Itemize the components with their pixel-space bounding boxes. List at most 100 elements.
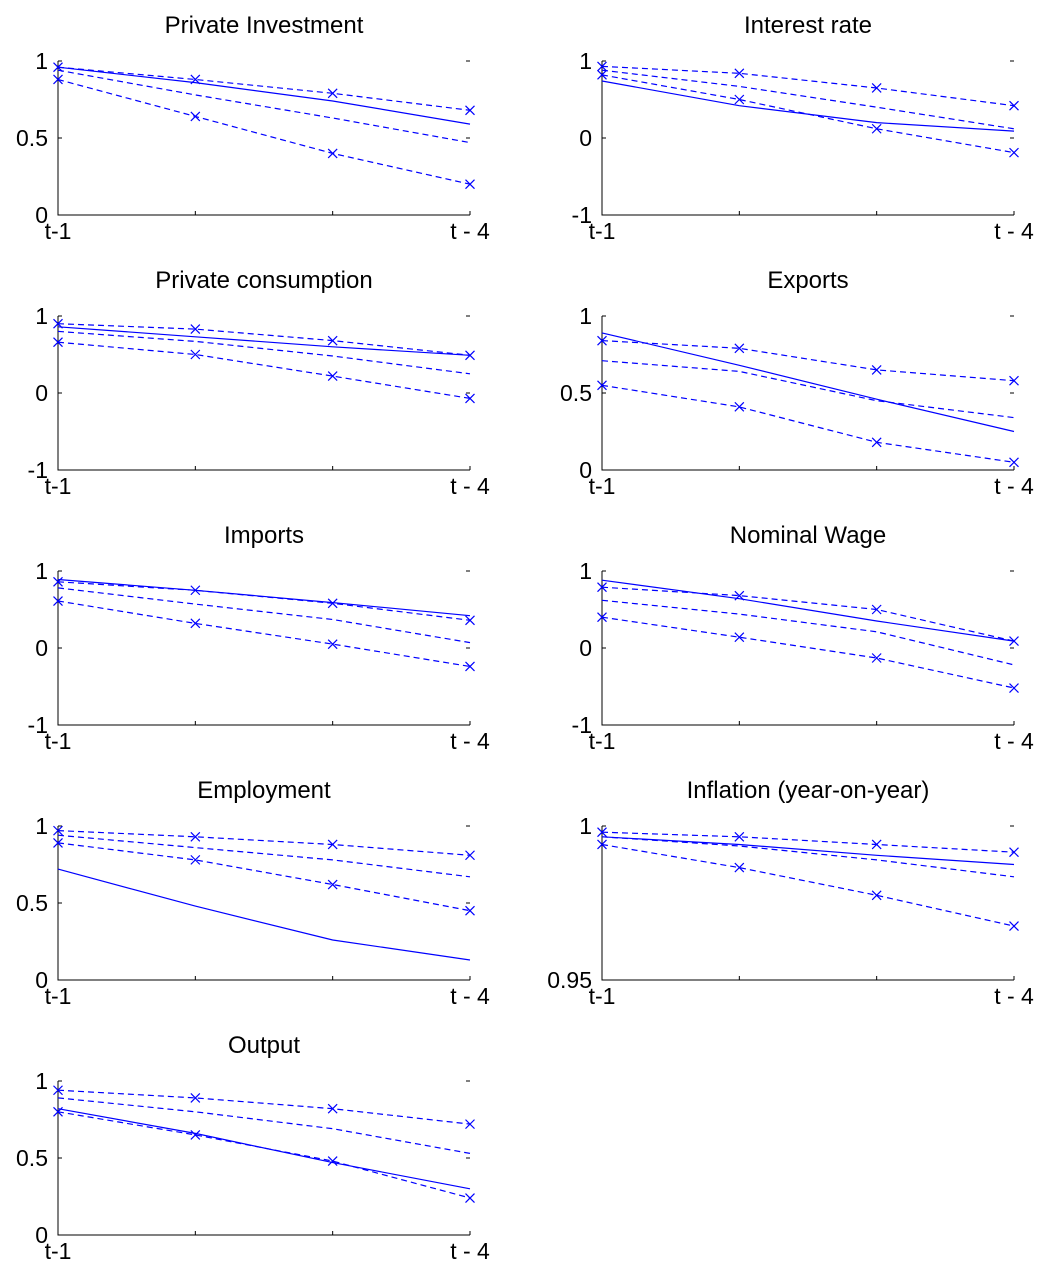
chart-private-investment-series-3-line [57, 78, 471, 185]
chart-private-consumption-series-3-line [57, 341, 471, 399]
chart-nominal-wage-axes [601, 571, 1014, 726]
chart-exports-series-3-line [601, 384, 1015, 463]
chart-private-investment-series-1-marker [190, 74, 201, 85]
chart-inflation-year-on-year-series-1-line [601, 831, 1015, 853]
chart-nominal-wage-series-3-marker [1009, 683, 1019, 693]
chart-output-series-3-marker [327, 1156, 338, 1167]
chart-employment-series-3-marker [327, 879, 338, 890]
chart-nominal-wage-title: Nominal Wage [730, 522, 887, 549]
chart-inflation-year-on-year-series-1-marker [597, 827, 607, 838]
chart-output-series-1-marker [465, 1119, 475, 1130]
chart-nominal-wage-ytick-label: 1 [579, 558, 592, 584]
chart-imports-series-0-line [57, 578, 471, 617]
chart-private-investment-series-1-marker [465, 105, 475, 116]
chart-imports-series-3-marker [190, 618, 201, 629]
chart-private-consumption-series-1-marker [465, 350, 475, 361]
chart-nominal-wage-ytick-label: -1 [572, 712, 592, 738]
chart-interest-rate-axes [601, 61, 1014, 216]
chart-nominal-wage-series-1-marker [597, 582, 607, 593]
chart-employment-ytick-label: 0 [35, 967, 48, 993]
chart-exports-axes [601, 316, 1014, 471]
chart-interest-rate-series-1-marker [871, 83, 882, 93]
chart-output-series-0-line [57, 1108, 471, 1190]
chart-private-consumption-series-3-marker [327, 371, 338, 381]
chart-output-ytick-label: 1 [35, 1068, 48, 1094]
chart-private-investment-ytick-label: 0.5 [16, 125, 48, 151]
chart-inflation-year-on-year-series-3-marker [734, 862, 745, 873]
chart-output-series-1-marker [190, 1093, 201, 1103]
chart-private-investment-series-3-marker [327, 148, 338, 159]
chart-employment: Employment 0 0.5 1 t-1 t - 4 [16, 777, 490, 1009]
chart-exports-series-1-marker [1009, 375, 1019, 386]
chart-private-investment-ytick-label: 1 [35, 48, 48, 74]
chart-exports-xtick-label: t - 4 [994, 473, 1034, 499]
chart-imports-xtick-label: t - 4 [450, 728, 490, 754]
chart-private-investment-xtick-label: t - 4 [450, 218, 490, 244]
chart-private-consumption-series-3-marker [190, 349, 201, 360]
chart-nominal-wage-series-3-marker [597, 612, 607, 623]
chart-output-series-1-marker [327, 1103, 338, 1114]
chart-imports: Imports -1 0 1 t-1 t - 4 [28, 522, 490, 754]
chart-inflation-year-on-year-series-3-line [601, 843, 1015, 927]
chart-exports-series-1-marker [734, 343, 745, 354]
chart-exports-series-0-line [601, 332, 1015, 433]
chart-nominal-wage-series-1-line [601, 586, 1015, 642]
chart-interest-rate-ytick-label: -1 [572, 202, 592, 228]
chart-employment-series-3-marker [190, 854, 201, 865]
chart-exports-series-3-marker [1009, 457, 1019, 468]
chart-employment-title: Employment [197, 777, 331, 804]
chart-exports-series-3-marker [871, 437, 882, 448]
chart-employment-ytick-label: 0.5 [16, 890, 48, 916]
chart-employment-series-0-line [57, 868, 471, 961]
chart-employment-series-1-line [57, 830, 471, 856]
chart-inflation-year-on-year-series-0-line [601, 836, 1015, 866]
chart-nominal-wage: Nominal Wage -1 0 1 t-1 t - 4 [572, 522, 1034, 754]
chart-output-series-3-marker [53, 1106, 63, 1117]
chart-nominal-wage-xtick-label: t-1 [589, 728, 616, 754]
chart-nominal-wage-series-1-marker [1009, 636, 1019, 646]
chart-private-consumption-series-2-line [57, 330, 471, 375]
chart-private-investment-series-0-line [57, 66, 471, 125]
chart-inflation-year-on-year-xtick-label: t - 4 [994, 983, 1034, 1009]
chart-interest-rate-series-3-marker [871, 123, 882, 134]
chart-private-investment-series-3-marker [53, 74, 63, 85]
chart-private-investment: Private Investment 0 0.5 1 t-1 t - 4 [16, 12, 490, 244]
chart-interest-rate-ytick-label: 0 [579, 125, 592, 151]
chart-private-investment-title: Private Investment [165, 12, 364, 39]
chart-inflation-year-on-year-ytick-label: 0.95 [547, 967, 592, 993]
chart-output-series-1-marker [53, 1085, 63, 1096]
chart-exports-series-1-line [601, 340, 1015, 382]
chart-inflation-year-on-year-series-3-marker [597, 839, 607, 850]
chart-interest-rate: Interest rate -1 0 1 t-1 t - 4 [572, 12, 1034, 244]
chart-private-consumption-ytick-label: 0 [35, 380, 48, 406]
chart-imports-ytick-label: 0 [35, 635, 48, 661]
chart-private-investment-series-2-line [57, 69, 471, 144]
chart-private-consumption: Private consumption -1 0 1 t-1 t - 4 [28, 267, 490, 499]
chart-imports-series-1-marker [327, 598, 338, 609]
chart-private-investment-xtick-label: t-1 [45, 218, 72, 244]
chart-private-investment-series-3-marker [190, 111, 201, 122]
chart-exports-series-3-marker [734, 401, 745, 412]
chart-exports-series-1-marker [871, 364, 882, 375]
chart-exports-ytick-label: 0 [579, 457, 592, 483]
chart-employment-series-1-marker [465, 850, 475, 861]
chart-private-investment-axes [57, 61, 470, 216]
chart-interest-rate-ytick-label: 1 [579, 48, 592, 74]
chart-exports-series-2-line [601, 360, 1015, 419]
chart-imports-series-3-marker [53, 596, 63, 606]
chart-exports-xtick-label: t-1 [589, 473, 616, 499]
chart-interest-rate-series-0-line [601, 80, 1015, 132]
chart-imports-series-1-marker [465, 615, 475, 626]
chart-interest-rate-title: Interest rate [744, 12, 872, 39]
chart-output-series-3-line [57, 1111, 471, 1199]
chart-employment-series-1-marker [53, 825, 63, 836]
chart-private-consumption-series-3-marker [465, 393, 475, 404]
chart-employment-series-1-marker [327, 839, 338, 850]
chart-private-consumption-series-1-marker [190, 324, 201, 335]
chart-employment-xtick-label: t-1 [45, 983, 72, 1009]
chart-imports-series-3-line [57, 600, 471, 668]
chart-interest-rate-series-1-marker [734, 68, 745, 79]
chart-nominal-wage-series-0-line [601, 579, 1015, 642]
chart-output-ytick-label: 0.5 [16, 1145, 48, 1171]
chart-private-consumption-ytick-label: -1 [28, 457, 48, 483]
